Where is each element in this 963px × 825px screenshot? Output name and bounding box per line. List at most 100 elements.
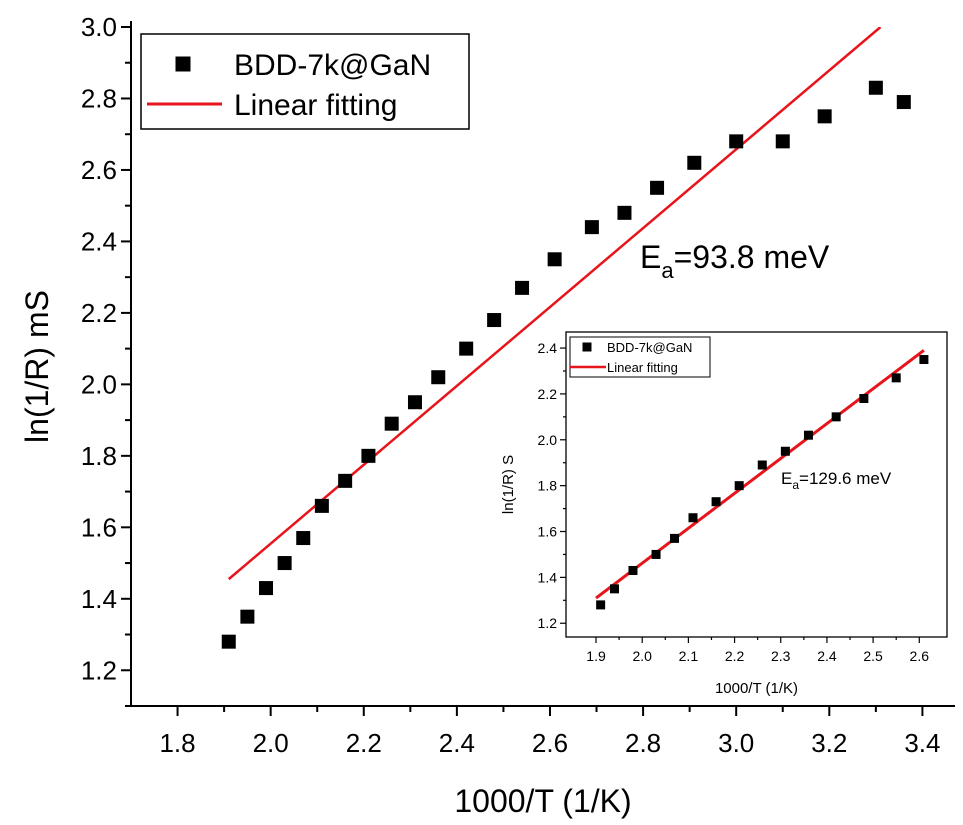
inset-data-point <box>919 355 929 365</box>
main-data-point <box>221 634 236 649</box>
inset-x-tick-label: 2.5 <box>863 648 883 664</box>
main-data-point <box>868 80 883 95</box>
inset-data-point <box>780 446 790 456</box>
main-data-marks <box>221 27 911 649</box>
inset-legend-marker-scatter <box>582 342 592 352</box>
inset-data-point <box>596 600 606 610</box>
inset-plot: 1.9 2.0 2.1 2.2 2.3 2.4 2.5 2.6 1.2 1.4 1.6 1.8 2.0 2… <box>500 331 948 697</box>
inset-x-tick-label: 2.3 <box>771 648 791 664</box>
main-data-point <box>584 220 599 235</box>
main-x-tick-label: 2.6 <box>532 728 568 758</box>
inset-data-point <box>628 565 638 575</box>
inset-annot-symbol: E <box>781 469 792 488</box>
main-data-point <box>361 448 376 463</box>
main-legend-label-line: Linear fitting <box>234 89 397 122</box>
inset-x-tick-label: 2.4 <box>817 648 837 664</box>
main-y-axis-title: ln(1/R) mS <box>19 290 55 443</box>
main-data-point <box>896 95 911 110</box>
inset-y-tick-label: 1.8 <box>538 478 558 494</box>
main-data-point <box>650 180 665 195</box>
inset-data-point <box>670 533 680 543</box>
inset-legend-label-scatter: BDD-7k@GaN <box>607 340 692 355</box>
main-annot-symbol: E <box>640 239 661 275</box>
main-x-tick-label: 1.8 <box>159 728 195 758</box>
inset-data-point <box>734 481 744 491</box>
main-data-point <box>431 370 446 385</box>
inset-legend-label-line: Linear fitting <box>607 360 678 375</box>
main-x-tick-label: 3.4 <box>904 728 940 758</box>
inset-data-point <box>803 430 813 440</box>
main-data-point <box>817 109 832 124</box>
inset-x-tick-label: 2.0 <box>632 648 652 664</box>
inset-data-marks <box>595 349 929 610</box>
main-data-point <box>259 581 274 596</box>
main-y-tick-label: 2.4 <box>81 226 117 256</box>
main-annot-subscript: a <box>661 258 674 283</box>
inset-annot-subscript: a <box>792 478 799 492</box>
inset-y-axis-title: ln(1/R) S <box>500 455 517 514</box>
main-y-tick-label: 1.8 <box>81 441 117 471</box>
main-x-tick-label: 2.0 <box>253 728 289 758</box>
inset-x-tick-label: 2.6 <box>910 648 930 664</box>
inset-y-tick-label: 2.0 <box>538 432 558 448</box>
main-data-point <box>729 134 744 149</box>
main-activation-energy-label: Ea=93.8 meV <box>640 239 830 283</box>
inset-x-tick-label: 2.2 <box>725 648 745 664</box>
inset-y-tick-label: 1.6 <box>538 524 558 540</box>
inset-data-point <box>859 394 869 404</box>
inset-y-tick-label: 1.4 <box>538 569 558 585</box>
main-data-point <box>384 416 399 431</box>
inset-legend: BDD-7k@GaN Linear fitting <box>569 336 711 378</box>
inset-legend-box <box>569 336 711 378</box>
main-fit-line <box>227 27 882 581</box>
inset-data-point <box>609 584 619 594</box>
inset-data-point <box>711 497 721 507</box>
main-x-tick-label: 3.2 <box>811 728 847 758</box>
main-y-tick-label: 2.6 <box>81 155 117 185</box>
main-data-point <box>338 473 353 488</box>
main-data-point <box>775 134 790 149</box>
main-data-point <box>687 155 702 170</box>
inset-annot-value: =129.6 meV <box>799 469 892 488</box>
main-legend-marker-scatter <box>175 56 191 72</box>
main-data-point <box>314 498 329 513</box>
main-y-tick-label: 2.2 <box>81 298 117 328</box>
inset-data-point <box>651 549 661 559</box>
main-y-tick-label: 2.8 <box>81 83 117 113</box>
main-x-tick-label: 2.8 <box>625 728 661 758</box>
inset-axes-frame <box>565 331 948 638</box>
main-y-tick-label: 1.2 <box>81 655 117 685</box>
main-y-tick-label: 1.4 <box>81 584 117 614</box>
main-x-tick-label: 2.4 <box>439 728 475 758</box>
main-x-axis-title: 1000/T (1/K) <box>454 783 631 819</box>
main-plot: 1.8 2.0 2.2 2.4 2.6 2.8 3.0 3.2 3.4 1.2 1.4 1.6 1.8 2… <box>19 12 955 819</box>
inset-data-point <box>831 412 841 422</box>
inset-data-point <box>688 513 698 523</box>
main-annot-value: =93.8 meV <box>674 239 830 275</box>
inset-plot-background <box>566 332 947 637</box>
main-data-point <box>240 609 255 624</box>
main-data-point <box>515 280 530 295</box>
inset-data-point <box>757 460 767 470</box>
main-data-point <box>487 313 502 328</box>
inset-y-tick-label: 2.4 <box>538 340 558 356</box>
main-x-tick-label: 2.2 <box>346 728 382 758</box>
main-legend-box <box>140 33 470 130</box>
inset-y-tick-label: 2.2 <box>538 386 558 402</box>
main-legend-label-scatter: BDD-7k@GaN <box>234 49 431 82</box>
inset-data-point <box>891 373 901 383</box>
main-y-tick-label: 2.0 <box>81 369 117 399</box>
inset-y-tick-label: 1.2 <box>538 615 558 631</box>
main-data-point <box>407 395 422 410</box>
inset-x-axis-title: 1000/T (1/K) <box>715 680 798 697</box>
main-data-point <box>277 556 292 571</box>
main-data-point <box>459 341 474 356</box>
main-data-point <box>617 205 632 220</box>
main-y-tick-label: 3.0 <box>81 12 117 42</box>
inset-x-tick-label: 2.1 <box>679 648 699 664</box>
main-y-tick-label: 1.6 <box>81 512 117 542</box>
inset-fit-line <box>595 349 925 600</box>
inset-activation-energy-label: Ea=129.6 meV <box>781 469 892 492</box>
main-data-point <box>547 252 562 267</box>
